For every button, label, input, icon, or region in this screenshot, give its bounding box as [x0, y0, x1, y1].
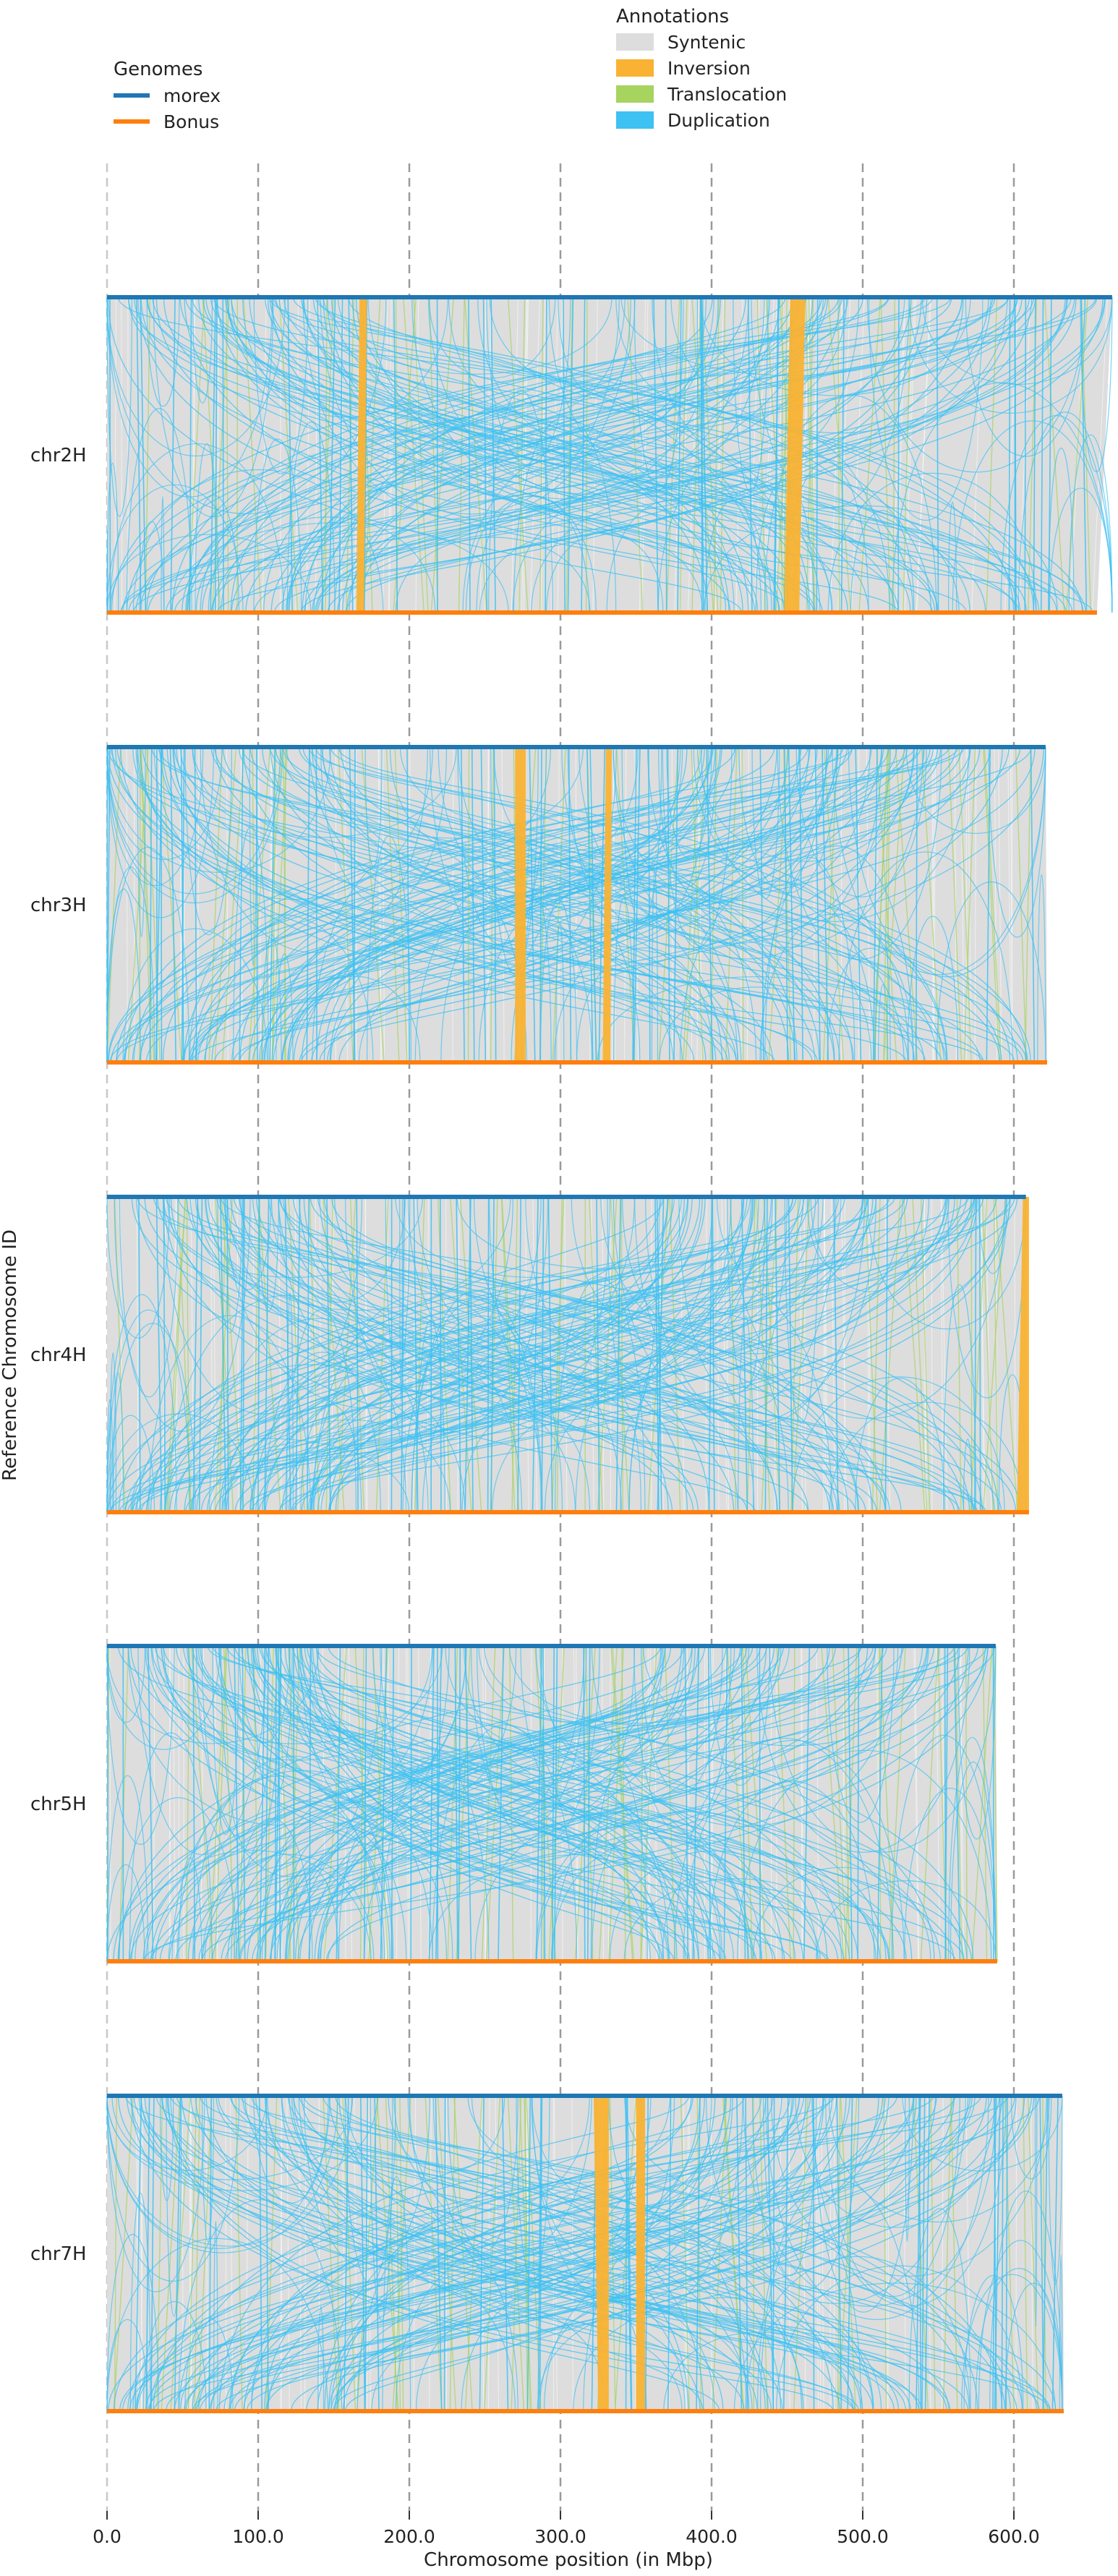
chromosome-panel-chr2H: chr2H: [30, 297, 1112, 613]
inversion-block: [515, 747, 526, 1062]
x-tick-label: 500.0: [837, 2526, 889, 2547]
annotation-legend-swatch: [616, 33, 654, 51]
chromosome-label: chr2H: [30, 445, 87, 466]
x-tick-label: 100.0: [232, 2526, 284, 2547]
y-axis-label: Reference Chromosome ID: [0, 1229, 21, 1481]
genome-legend-label: Bonus: [163, 111, 219, 132]
duplication-link: [759, 1646, 760, 1961]
annotation-legend-label: Duplication: [667, 110, 770, 131]
x-tick-label: 200.0: [383, 2526, 435, 2547]
annotation-legend-swatch: [616, 59, 654, 77]
x-tick-label: 0.0: [93, 2526, 121, 2547]
duplication-link: [316, 747, 317, 1062]
duplication-link: [666, 297, 667, 613]
chromosome-panel-chr5H: chr5H: [30, 1646, 997, 1961]
chromosome-label: chr3H: [30, 895, 87, 916]
x-tick-label: 300.0: [534, 2526, 586, 2547]
chromosome-panels: chr2H chr3H chr4H chr5H chr7H: [30, 297, 1112, 2411]
x-tick-label: 600.0: [988, 2526, 1040, 2547]
chromosome-panel-chr3H: chr3H: [30, 747, 1047, 1062]
legends: Genomes Annotations morex Bonus Syntenic In…: [114, 6, 787, 132]
duplication-link: [898, 297, 899, 613]
annotation-legend-label: Syntenic: [667, 32, 746, 53]
chromosome-label: chr7H: [30, 2243, 87, 2265]
syntenic-boundary: [888, 2096, 889, 2411]
inversion-block: [636, 2096, 646, 2411]
chromosome-label: chr4H: [30, 1344, 87, 1366]
chromosome-panel-chr4H: chr4H: [30, 1197, 1029, 1512]
annotation-legend-label: Inversion: [667, 58, 751, 79]
duplication-link: [488, 1197, 489, 1512]
annotations-legend-title: Annotations: [616, 6, 729, 27]
annotation-legend-swatch: [616, 111, 654, 129]
duplication-link: [1009, 297, 1010, 613]
annotation-legend-label: Translocation: [667, 84, 787, 105]
genome-legend-label: morex: [163, 85, 221, 106]
chromosome-label: chr5H: [30, 1794, 87, 1815]
x-axis-label: Chromosome position (in Mbp): [424, 2549, 713, 2571]
chromosome-panel-chr7H: chr7H: [30, 2096, 1064, 2411]
x-tick-label: 400.0: [686, 2526, 738, 2547]
genomes-legend-title: Genomes: [114, 59, 202, 80]
annotation-legend-swatch: [616, 85, 654, 103]
duplication-link: [980, 1197, 981, 1512]
syntenic-boundary: [868, 1197, 869, 1512]
